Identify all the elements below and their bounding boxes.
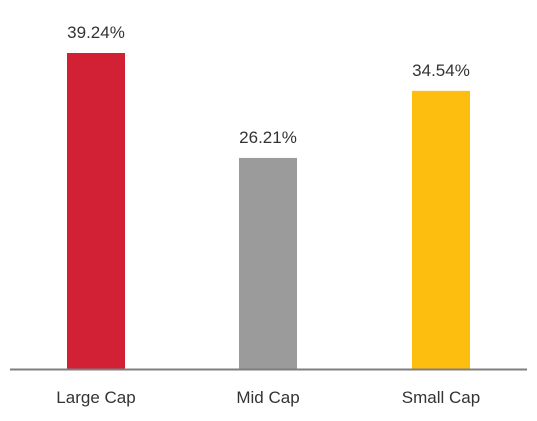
value-label-mid-cap: 26.21% bbox=[239, 128, 297, 147]
category-label-small-cap: Small Cap bbox=[402, 388, 480, 407]
category-label-mid-cap: Mid Cap bbox=[236, 388, 299, 407]
value-label-small-cap: 34.54% bbox=[412, 61, 470, 80]
value-label-large-cap: 39.24% bbox=[67, 23, 125, 42]
bars-group bbox=[67, 53, 470, 370]
value-labels-group: 39.24% 26.21% 34.54% bbox=[67, 23, 470, 147]
bar-small-cap bbox=[412, 90, 470, 370]
category-labels-group: Large Cap Mid Cap Small Cap bbox=[56, 388, 480, 407]
bar-large-cap bbox=[67, 53, 125, 369]
bar-mid-cap bbox=[239, 157, 297, 369]
category-label-large-cap: Large Cap bbox=[56, 388, 135, 407]
